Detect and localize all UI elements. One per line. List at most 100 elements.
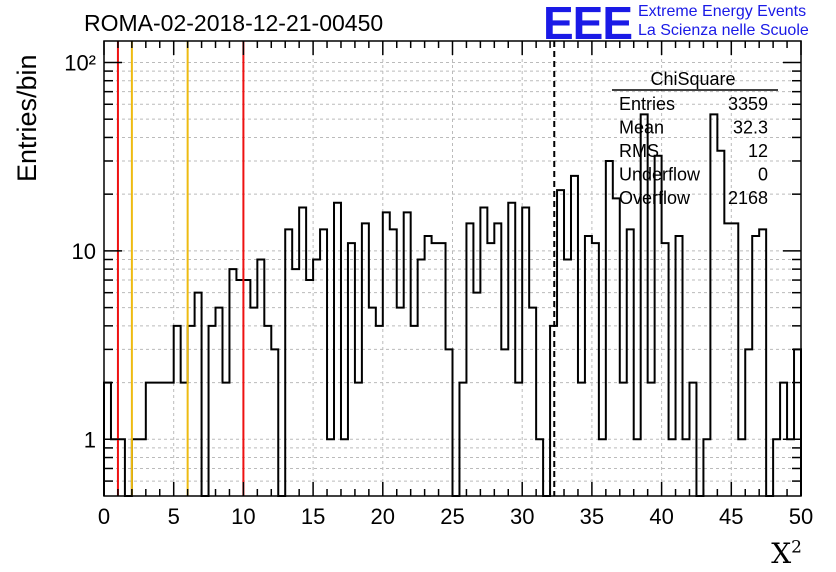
histogram-bin — [257, 259, 264, 496]
histogram-bin — [376, 326, 383, 496]
histogram-bin — [564, 259, 571, 496]
chart-title: ROMA-02-2018-12-21-00450 — [84, 10, 384, 36]
y-tick-label: 10 — [72, 239, 96, 264]
histogram-bin — [501, 349, 508, 496]
histogram-bin — [390, 229, 397, 496]
x-tick-label: 20 — [371, 504, 395, 529]
logo-line-1: Extreme Energy Events — [638, 3, 807, 20]
histogram-bin — [585, 236, 592, 496]
x-tick-label: 5 — [168, 504, 180, 529]
histogram-bin — [313, 259, 320, 496]
histogram-bin — [669, 439, 676, 496]
histogram-bin — [487, 243, 494, 496]
histogram-bin — [383, 212, 390, 496]
histogram-bin — [236, 280, 243, 496]
x-tick-label: 10 — [231, 504, 255, 529]
histogram-bin — [717, 151, 724, 496]
x-tick-label: 30 — [510, 504, 534, 529]
histogram-bin — [250, 308, 257, 496]
histogram-bin — [620, 383, 627, 496]
y-tick-label: 10² — [64, 50, 96, 75]
stats-label: RMS — [619, 141, 659, 161]
histogram-bin — [320, 229, 327, 496]
histogram-bin — [676, 236, 683, 496]
histogram-bin — [592, 243, 599, 496]
histogram-bin — [404, 212, 411, 496]
histogram-bin — [627, 229, 634, 496]
histogram-bin — [459, 383, 466, 496]
histogram-bin — [703, 439, 710, 496]
histogram-bin — [439, 243, 446, 496]
histogram-bin — [662, 243, 669, 496]
x-tick-label: 45 — [719, 504, 743, 529]
histogram-bin — [480, 207, 487, 496]
histogram-bin — [355, 383, 362, 496]
histogram-bin — [794, 349, 801, 496]
x-tick-label: 25 — [440, 504, 464, 529]
histogram-bin — [139, 439, 146, 496]
histogram-bin — [432, 243, 439, 496]
histogram-bin — [613, 198, 620, 496]
histogram-bin — [731, 223, 738, 496]
stats-label: Underflow — [619, 165, 701, 185]
histogram-bin — [606, 161, 613, 496]
histogram-bin — [689, 383, 696, 496]
histogram-bin — [327, 439, 334, 496]
histogram-bin — [222, 383, 229, 496]
x-tick-label: 0 — [98, 504, 110, 529]
histogram-bin — [578, 383, 585, 496]
histogram-bin — [466, 223, 473, 496]
histogram-bin — [571, 176, 578, 496]
stats-value: 32.3 — [733, 118, 768, 138]
histogram-bin — [759, 229, 766, 496]
histogram-bin — [599, 439, 606, 496]
stats-value: 0 — [758, 165, 768, 185]
stats-label: Overflow — [619, 188, 691, 208]
histogram-bin — [306, 280, 313, 496]
histogram-bin — [508, 203, 515, 496]
histogram-bin — [494, 223, 501, 496]
histogram-bin — [369, 308, 376, 496]
histogram-bin — [425, 236, 432, 496]
histogram-bin — [181, 383, 188, 496]
histogram-bin — [362, 223, 369, 496]
histogram-bin — [132, 439, 139, 496]
histogram-bin — [348, 243, 355, 496]
x-tick-label: 15 — [301, 504, 325, 529]
histogram-bin — [341, 439, 348, 496]
histogram-bin — [188, 326, 195, 496]
stats-value: 3359 — [728, 94, 768, 114]
histogram-bin — [299, 207, 306, 496]
histogram-bin — [167, 383, 174, 496]
histogram-bin — [209, 326, 216, 496]
histogram-bin — [174, 326, 181, 496]
histogram-bin — [334, 203, 341, 496]
histogram-bin — [536, 439, 543, 496]
histogram-bin — [229, 269, 236, 496]
histogram-bin — [153, 383, 160, 496]
histogram-bin — [752, 236, 759, 496]
histogram-bin — [473, 293, 480, 496]
histogram-bin — [683, 439, 690, 496]
histogram-bin — [216, 308, 223, 496]
histogram-bin — [292, 269, 299, 496]
x-axis-label-sup: 2 — [791, 537, 802, 558]
histogram-bin — [411, 326, 418, 496]
stats-value: 2168 — [728, 188, 768, 208]
histogram-bin — [710, 114, 717, 496]
histogram-bin — [522, 207, 529, 496]
logo-line-2: La Scienza nelle Scuole — [638, 22, 809, 39]
x-tick-label: 35 — [580, 504, 604, 529]
histogram-bin — [118, 439, 125, 496]
histogram-bin — [738, 439, 745, 496]
stats-label: Mean — [619, 118, 664, 138]
x-axis-label: X2 — [771, 537, 802, 570]
histogram-bin — [557, 190, 564, 496]
histogram-bin — [271, 349, 278, 496]
histogram-bin — [397, 308, 404, 496]
histogram-bin — [773, 439, 780, 496]
histogram-bin — [243, 280, 250, 496]
histogram-outline — [103, 113, 802, 497]
